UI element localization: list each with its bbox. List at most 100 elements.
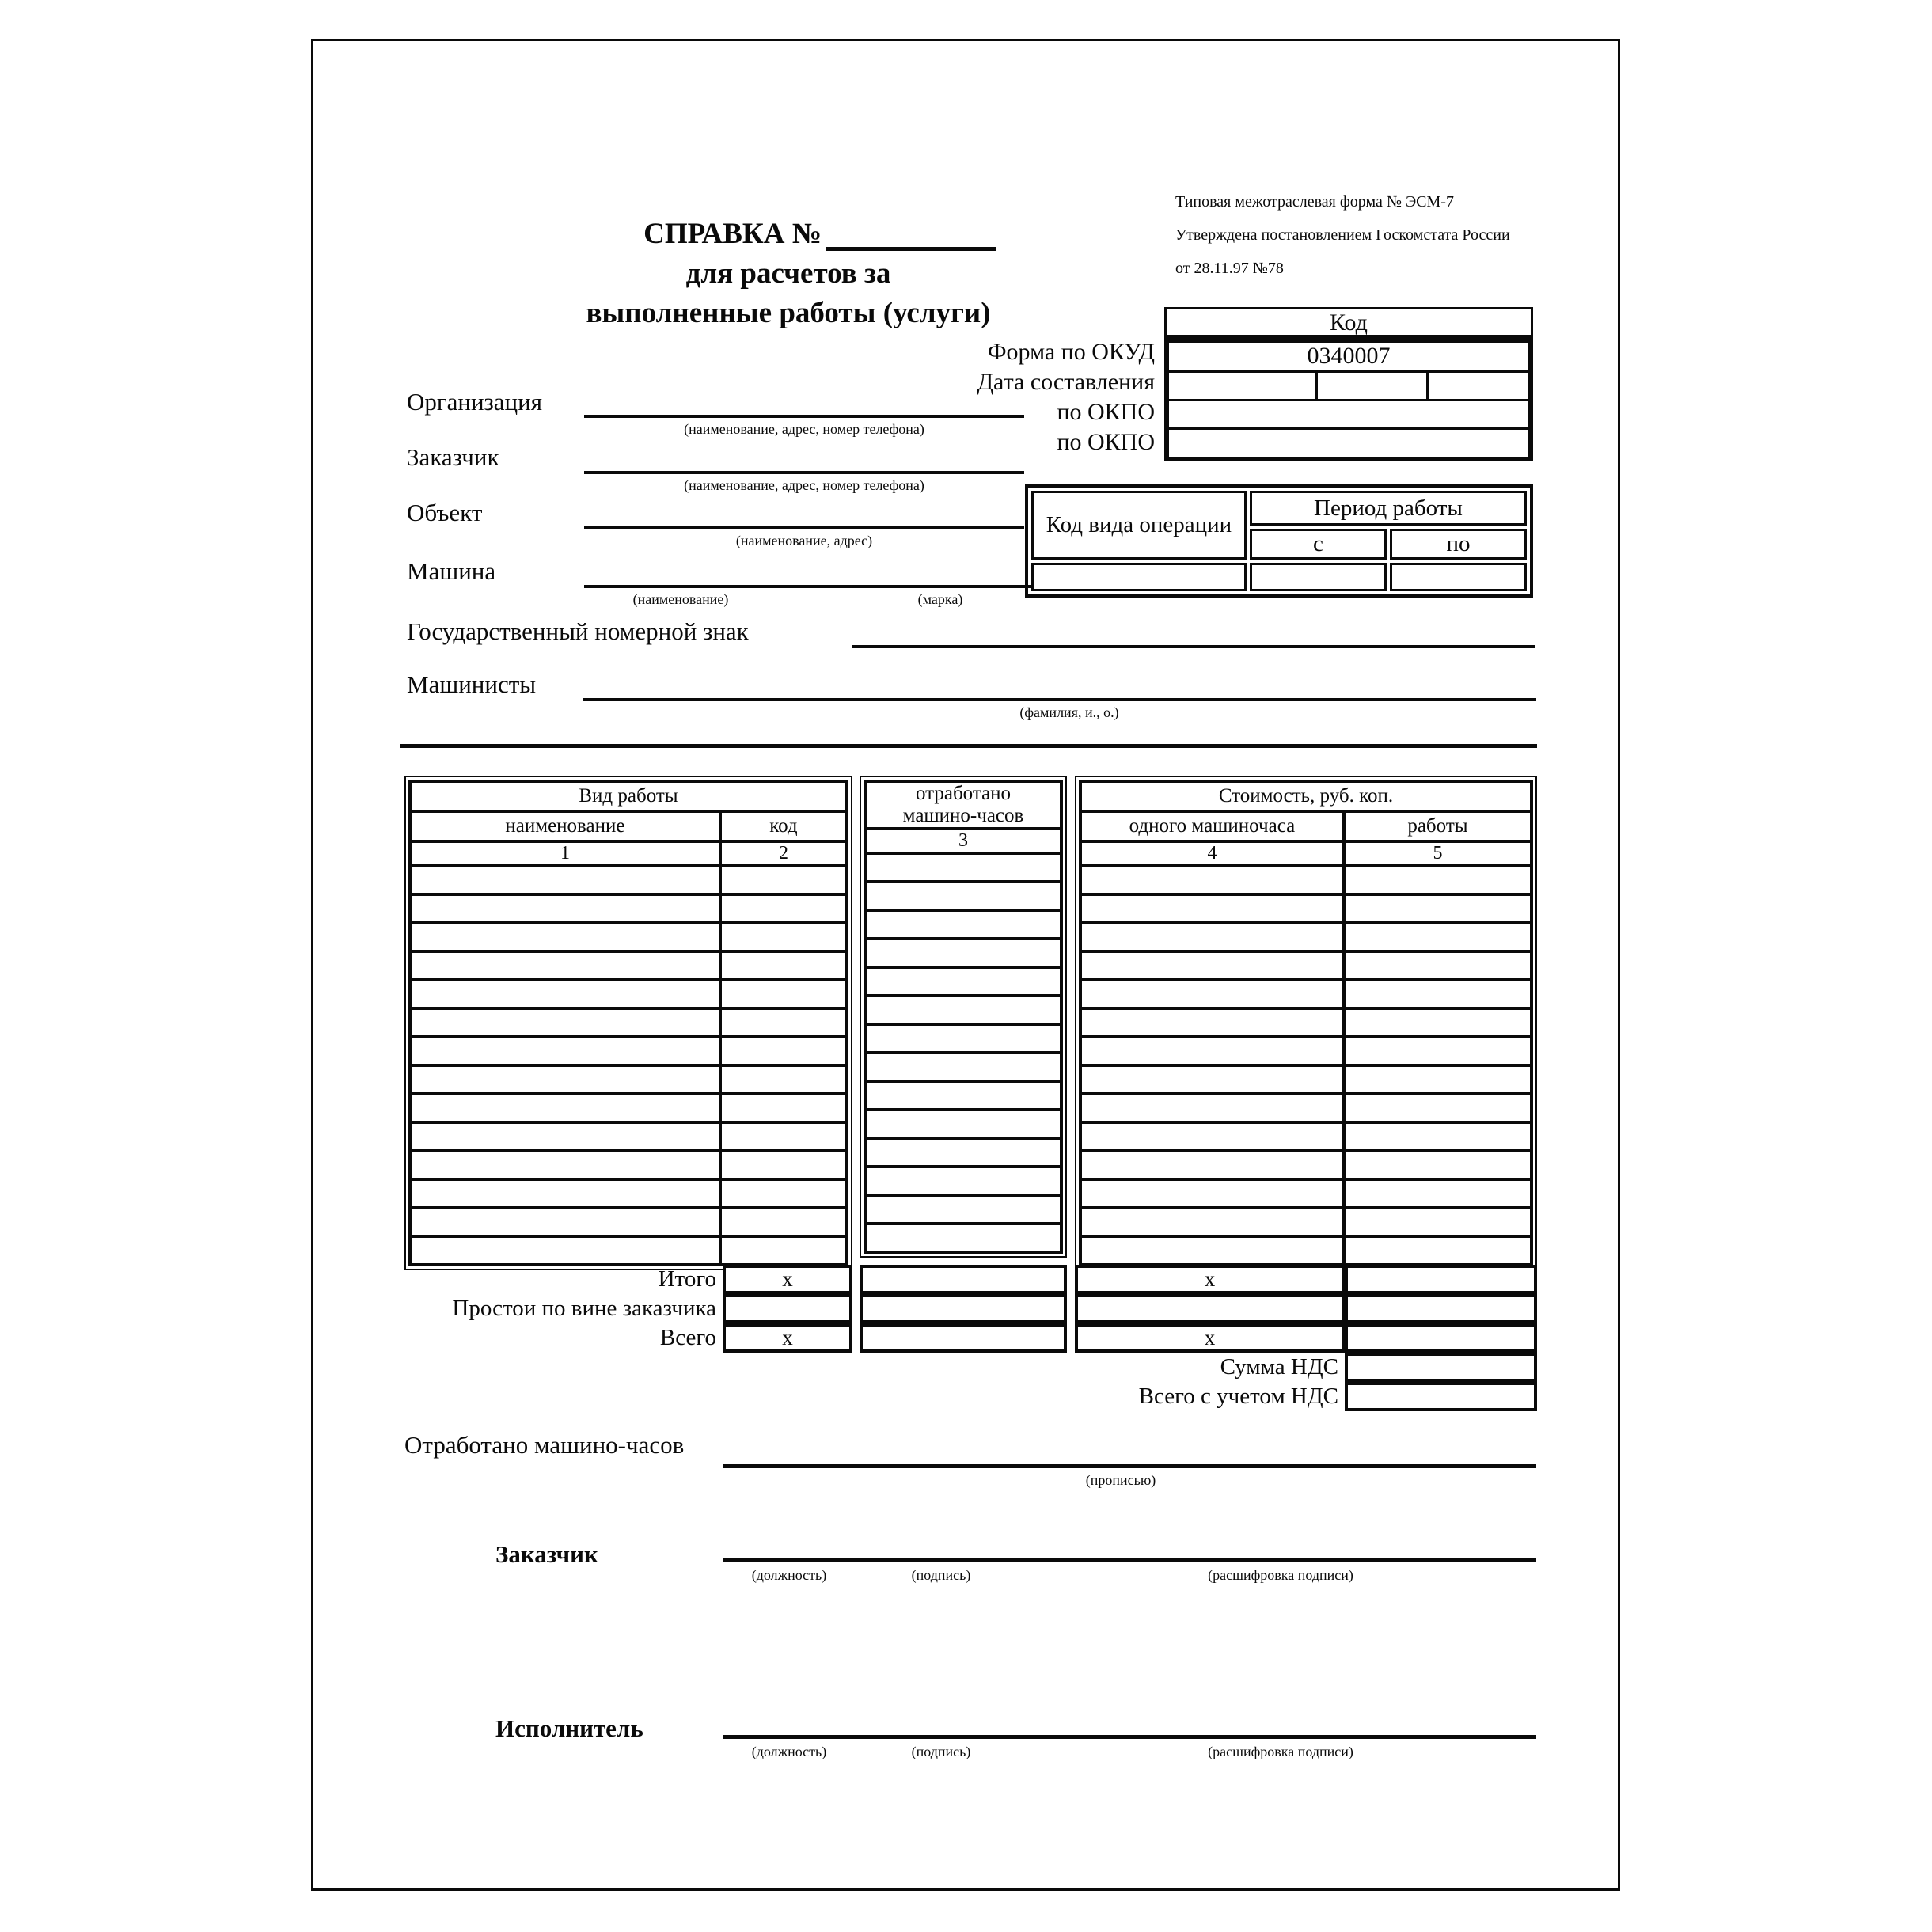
work-table-empty-cell[interactable] [408,1235,722,1266]
work-table-empty-cell[interactable] [1342,1206,1534,1238]
work-table-empty-cell[interactable] [864,1222,1063,1254]
itogo-work-cell[interactable] [1345,1265,1537,1294]
operators-input-line[interactable] [583,698,1536,701]
vsego-hours-cell[interactable] [860,1323,1067,1353]
work-table-empty-cell[interactable] [1342,950,1534,981]
work-table-empty-cell[interactable] [864,1165,1063,1197]
work-table-empty-cell[interactable] [408,864,722,896]
work-table-empty-cell[interactable] [408,1064,722,1095]
organization-input-line[interactable] [584,415,1024,418]
work-table-empty-cell[interactable] [718,1206,849,1238]
operation-code-input-cell[interactable] [1031,563,1247,591]
work-table-empty-cell[interactable] [1342,864,1534,896]
date-cell-3[interactable] [1426,370,1528,401]
work-table-empty-cell[interactable] [1342,1092,1534,1124]
work-table-empty-cell[interactable] [408,1035,722,1067]
work-table-empty-cell[interactable] [718,1064,849,1095]
prostoi-hours-cell[interactable] [860,1294,1067,1323]
work-table-empty-cell[interactable] [864,909,1063,940]
work-table-empty-cell[interactable] [1079,921,1346,953]
work-table-empty-cell[interactable] [1342,1121,1534,1152]
work-table-empty-cell[interactable] [1079,1121,1346,1152]
work-table-empty-cell[interactable] [718,978,849,1010]
work-table-empty-cell[interactable] [408,1121,722,1152]
object-input-line[interactable] [584,526,1024,529]
executor-decrypt-hint: (расшифровка подписи) [1208,1744,1353,1759]
total-with-nds-cell[interactable] [1345,1382,1537,1411]
prostoi-code-cell[interactable] [723,1294,852,1323]
work-table-empty-cell[interactable] [1079,893,1346,924]
work-table-empty-cell[interactable] [1342,978,1534,1010]
work-table-empty-cell[interactable] [718,893,849,924]
work-table-empty-cell[interactable] [864,880,1063,912]
work-table-empty-cell[interactable] [718,864,849,896]
work-table-empty-cell[interactable] [864,937,1063,969]
work-table-empty-cell[interactable] [1342,1235,1534,1266]
executor-signature-line[interactable] [723,1735,1536,1739]
nds-sum-cell[interactable] [1345,1353,1537,1382]
work-table-empty-cell[interactable] [864,1080,1063,1111]
okpo-cell-2[interactable] [1169,427,1528,457]
work-table-empty-cell[interactable] [718,1121,849,1152]
work-table-empty-cell[interactable] [864,1137,1063,1168]
work-table-empty-cell[interactable] [864,994,1063,1026]
work-table-empty-cell[interactable] [408,1092,722,1124]
work-table-empty-cell[interactable] [1079,1149,1346,1181]
work-table-empty-cell[interactable] [1079,1035,1346,1067]
work-table-empty-cell[interactable] [1079,1178,1346,1209]
work-table-empty-cell[interactable] [1079,978,1346,1010]
work-table-empty-cell[interactable] [864,1108,1063,1140]
work-table-empty-cell[interactable] [864,1194,1063,1225]
work-table-empty-cell[interactable] [408,893,722,924]
work-table-empty-cell[interactable] [1079,1235,1346,1266]
okud-value-cell: 0340007 [1169,343,1528,373]
period-to-input-cell[interactable] [1389,563,1527,591]
work-table-empty-cell[interactable] [1342,1007,1534,1038]
work-table-empty-cell[interactable] [1342,1064,1534,1095]
work-table-empty-cell[interactable] [1079,950,1346,981]
work-table-empty-cell[interactable] [1342,921,1534,953]
machine-input-line[interactable] [584,585,1031,588]
certificate-number-input-line[interactable] [826,222,996,251]
work-table-empty-cell[interactable] [1079,1206,1346,1238]
work-table-empty-cell[interactable] [1342,1149,1534,1181]
date-cell-1[interactable] [1169,370,1318,401]
customer-input-line[interactable] [584,471,1024,474]
okpo-cell-1[interactable] [1169,398,1528,430]
work-table-empty-cell[interactable] [1342,1035,1534,1067]
vsego-work-cell[interactable] [1345,1323,1537,1353]
work-table-empty-cell[interactable] [1079,1064,1346,1095]
work-table-empty-cell[interactable] [718,1035,849,1067]
work-table-empty-cell[interactable] [1342,1178,1534,1209]
work-table-empty-cell[interactable] [408,1178,722,1209]
work-table-empty-cell[interactable] [1079,1092,1346,1124]
work-table-empty-cell[interactable] [864,1023,1063,1054]
work-table-empty-cell[interactable] [408,1149,722,1181]
work-table-empty-cell[interactable] [864,966,1063,997]
work-table-empty-cell[interactable] [864,852,1063,883]
work-table-empty-cell[interactable] [408,1206,722,1238]
work-table-empty-cell[interactable] [718,1149,849,1181]
work-table-empty-cell[interactable] [718,1235,849,1266]
date-cell-2[interactable] [1315,370,1429,401]
work-table-empty-cell[interactable] [864,1051,1063,1083]
customer-signature-line[interactable] [723,1558,1536,1562]
work-table-empty-cell[interactable] [718,1092,849,1124]
work-table-empty-cell[interactable] [718,1007,849,1038]
worked-hours-input-line[interactable] [723,1464,1536,1468]
prostoi-cost-cell[interactable] [1075,1294,1345,1323]
work-table-empty-cell[interactable] [1342,893,1534,924]
work-table-empty-cell[interactable] [1079,864,1346,896]
work-table-empty-cell[interactable] [408,921,722,953]
work-table-empty-cell[interactable] [718,1178,849,1209]
work-table-empty-cell[interactable] [408,978,722,1010]
work-table-empty-cell[interactable] [718,921,849,953]
work-table-empty-cell[interactable] [718,950,849,981]
work-table-empty-cell[interactable] [408,1007,722,1038]
work-table-empty-cell[interactable] [408,950,722,981]
period-from-input-cell[interactable] [1249,563,1387,591]
work-table-empty-cell[interactable] [1079,1007,1346,1038]
itogo-hours-cell[interactable] [860,1265,1067,1294]
prostoi-work-cell[interactable] [1345,1294,1537,1323]
state-number-input-line[interactable] [852,645,1535,648]
